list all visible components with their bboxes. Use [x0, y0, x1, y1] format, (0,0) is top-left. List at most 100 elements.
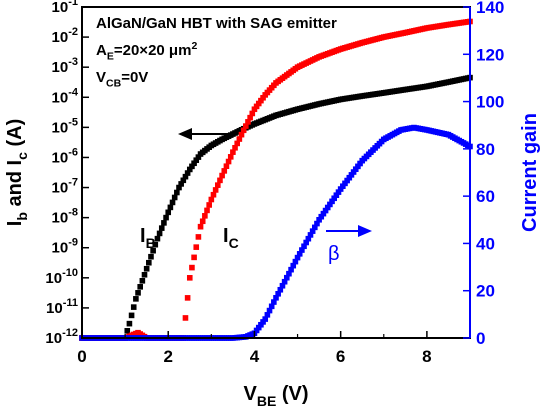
data-point — [225, 158, 232, 165]
data-point — [286, 270, 292, 277]
data-point — [318, 213, 325, 220]
y-left-tick-label: 10-12 — [45, 327, 78, 347]
data-point — [189, 264, 195, 271]
data-point — [247, 114, 253, 121]
data-point — [219, 172, 225, 179]
data-point — [329, 198, 335, 205]
data-point — [199, 218, 206, 225]
data-point — [124, 328, 131, 334]
data-point — [350, 169, 357, 175]
y-right-tick-label: 40 — [476, 234, 495, 253]
data-point — [150, 247, 156, 254]
data-point — [307, 232, 314, 238]
data-point — [348, 172, 355, 178]
data-point — [186, 166, 193, 173]
y-right-tick-label: 100 — [476, 93, 504, 112]
data-point — [303, 239, 309, 246]
data-point — [316, 216, 322, 223]
data-point — [189, 163, 195, 170]
data-point — [281, 278, 288, 285]
data-point — [238, 131, 245, 138]
x-tick-label: 4 — [250, 347, 260, 366]
data-point — [296, 251, 303, 257]
data-point — [337, 186, 344, 192]
annotation-line: AE=20×20 μm2 — [96, 40, 197, 63]
data-point — [165, 209, 172, 216]
y-right-tick-label: 60 — [476, 187, 495, 206]
data-point — [176, 184, 182, 191]
data-point — [133, 296, 139, 302]
data-point — [253, 327, 260, 334]
data-point — [288, 266, 294, 273]
y-left-tick-label: 10-9 — [52, 237, 78, 257]
x-tick-label: 6 — [336, 347, 345, 366]
data-point — [236, 136, 243, 142]
data-point — [227, 154, 234, 160]
data-point — [268, 303, 275, 310]
y-right-tick-label: 120 — [476, 45, 504, 64]
y-left-tick-label: 10-6 — [52, 146, 78, 166]
data-point — [260, 94, 266, 101]
data-point — [184, 295, 191, 301]
data-point — [161, 220, 167, 226]
data-point — [346, 174, 353, 181]
data-point — [230, 149, 236, 155]
data-point — [182, 173, 189, 180]
y-right-tick-label: 20 — [476, 282, 495, 301]
y-left-tick-label: 10-3 — [52, 56, 78, 76]
data-point — [305, 235, 312, 242]
y-left-tick-label: 10-8 — [52, 207, 78, 227]
data-point — [352, 166, 359, 172]
y-right-tick-label: 140 — [476, 0, 504, 17]
arrows — [178, 128, 372, 237]
left-arrow-head — [178, 128, 192, 140]
data-point — [167, 204, 174, 211]
data-point — [195, 154, 202, 160]
data-point — [180, 177, 187, 184]
x-tick-label: 2 — [163, 347, 172, 366]
data-point — [163, 214, 169, 221]
data-point — [169, 199, 176, 206]
data-point — [146, 259, 152, 266]
data-point — [135, 290, 141, 296]
data-point — [260, 319, 266, 325]
data-point — [240, 127, 247, 134]
data-point — [294, 254, 301, 261]
data-point — [184, 170, 191, 176]
annotation-line: AlGaN/GaN HBT with SAG emitter — [96, 15, 337, 32]
data-point — [178, 181, 184, 187]
data-point — [143, 265, 150, 272]
data-point — [299, 247, 305, 253]
data-point — [331, 195, 337, 202]
data-point — [251, 106, 258, 113]
data-point — [255, 324, 262, 331]
data-point — [340, 183, 346, 190]
data-point — [249, 110, 256, 117]
series-3 — [79, 124, 473, 341]
y-left-tick-label: 10-1 — [52, 0, 78, 16]
data-point — [277, 286, 284, 293]
series-label-ib: IB — [140, 225, 156, 251]
data-point — [206, 202, 212, 208]
data-point — [344, 177, 350, 184]
data-point — [210, 191, 217, 198]
data-point — [197, 223, 204, 230]
data-point — [279, 282, 286, 289]
data-point — [217, 177, 223, 184]
data-point — [126, 320, 133, 327]
data-point — [355, 163, 361, 170]
y-left-tick-label: 10-5 — [52, 116, 78, 136]
data-point — [171, 194, 178, 201]
data-point — [309, 228, 316, 234]
data-point — [223, 163, 230, 170]
right-arrow-head — [358, 225, 372, 237]
y-left-tick-label: 10-10 — [45, 267, 78, 287]
data-point — [221, 168, 228, 174]
data-point — [301, 243, 307, 250]
data-point — [258, 321, 264, 328]
data-point — [262, 316, 269, 322]
data-point — [324, 204, 331, 211]
x-tick-label: 8 — [422, 347, 431, 366]
data-point — [152, 241, 159, 248]
